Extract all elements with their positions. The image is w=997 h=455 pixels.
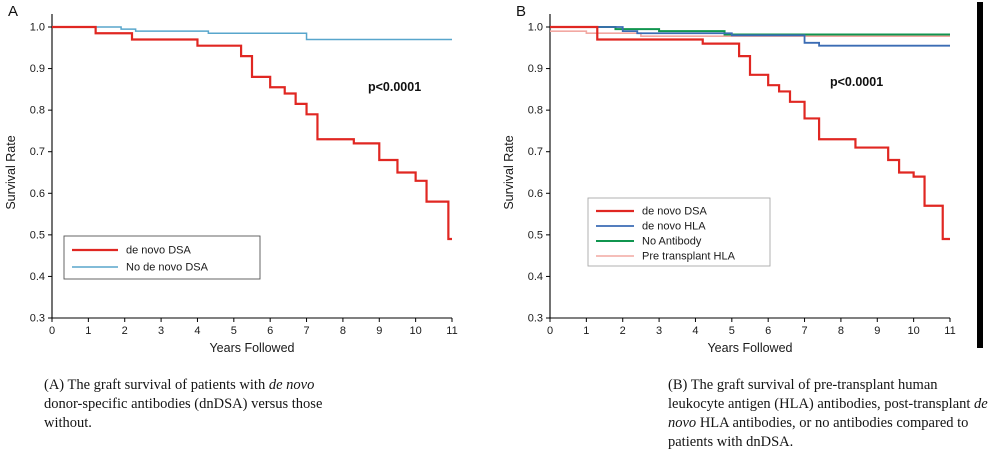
svg-text:0.9: 0.9 (528, 63, 543, 75)
svg-text:8: 8 (340, 325, 346, 337)
caption-panel-a: (A) The graft survival of patients with … (44, 377, 323, 432)
svg-text:0.5: 0.5 (528, 229, 543, 241)
svg-text:0.6: 0.6 (30, 188, 45, 200)
svg-text:Survival Rate: Survival Rate (502, 135, 516, 209)
svg-text:9: 9 (376, 325, 382, 337)
svg-text:1: 1 (583, 325, 589, 337)
page-divider-bar (977, 2, 983, 348)
svg-text:de novo DSA: de novo DSA (642, 206, 707, 218)
svg-text:0: 0 (49, 325, 55, 337)
svg-text:2: 2 (122, 325, 128, 337)
svg-text:0.9: 0.9 (30, 63, 45, 75)
svg-text:0.7: 0.7 (528, 146, 543, 158)
survival-chart-panel-b: 0 1 2 3 4 5 6 7 8 9 10 11 0.3 0.4 0.5 0.6 0.7 0.8 0.9 1.0 Ye… (502, 3, 956, 355)
svg-text:7: 7 (801, 325, 807, 337)
svg-text:0.8: 0.8 (528, 105, 543, 117)
svg-text:6: 6 (267, 325, 273, 337)
svg-text:8: 8 (838, 325, 844, 337)
svg-text:6: 6 (765, 325, 771, 337)
svg-text:p<0.0001: p<0.0001 (830, 75, 883, 89)
svg-text:4: 4 (194, 325, 200, 337)
svg-text:5: 5 (729, 325, 735, 337)
survival-chart-panel-a: 0 1 2 3 4 5 6 7 8 9 10 11 0.3 0.4 0.5 0.6 0.7 0.8 0.9 1.0 Ye… (4, 3, 458, 355)
svg-text:0.8: 0.8 (30, 105, 45, 117)
svg-text:0.3: 0.3 (528, 313, 543, 325)
svg-text:de novo HLA: de novo HLA (642, 221, 706, 233)
svg-text:0.4: 0.4 (30, 271, 45, 283)
svg-text:4: 4 (692, 325, 698, 337)
svg-text:10: 10 (908, 325, 920, 337)
svg-text:p<0.0001: p<0.0001 (368, 80, 421, 94)
svg-text:2: 2 (620, 325, 626, 337)
svg-text:3: 3 (656, 325, 662, 337)
svg-text:0.6: 0.6 (528, 188, 543, 200)
svg-text:7: 7 (303, 325, 309, 337)
svg-text:1: 1 (85, 325, 91, 337)
svg-text:A: A (8, 3, 18, 20)
svg-text:No Antibody: No Antibody (642, 236, 702, 248)
svg-text:9: 9 (874, 325, 880, 337)
svg-text:1.0: 1.0 (528, 22, 543, 34)
svg-text:11: 11 (944, 325, 955, 337)
svg-text:de novo DSA: de novo DSA (126, 245, 191, 257)
svg-text:Survival Rate: Survival Rate (4, 135, 18, 209)
svg-text:0.7: 0.7 (30, 146, 45, 158)
svg-text:Years Followed: Years Followed (707, 341, 792, 355)
svg-text:1.0: 1.0 (30, 22, 45, 34)
svg-text:0.5: 0.5 (30, 229, 45, 241)
svg-text:0.4: 0.4 (528, 271, 543, 283)
svg-text:3: 3 (158, 325, 164, 337)
caption-panel-b: (B) The graft survival of pre-transplant… (668, 377, 988, 451)
svg-text:5: 5 (231, 325, 237, 337)
svg-text:10: 10 (410, 325, 422, 337)
svg-text:Years Followed: Years Followed (209, 341, 294, 355)
svg-text:0.3: 0.3 (30, 313, 45, 325)
svg-text:11: 11 (446, 325, 457, 337)
svg-text:0: 0 (547, 325, 553, 337)
svg-text:B: B (516, 3, 526, 20)
svg-text:No de novo DSA: No de novo DSA (126, 262, 209, 274)
svg-text:Pre transplant HLA: Pre transplant HLA (642, 251, 736, 263)
